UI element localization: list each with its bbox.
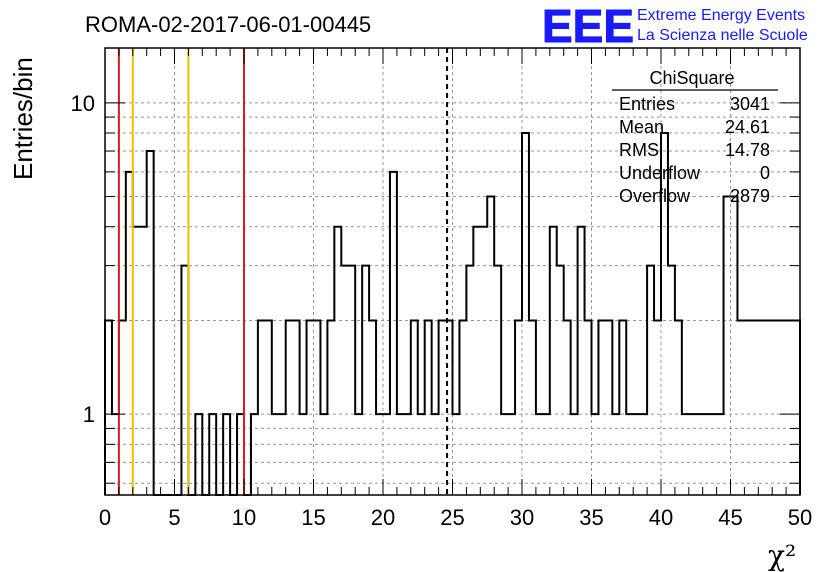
x-tick-label: 0 xyxy=(99,505,111,530)
stats-value: 2879 xyxy=(730,186,770,206)
x-tick-label: 50 xyxy=(788,505,812,530)
stats-label: Entries xyxy=(619,94,675,114)
stats-label: Underflow xyxy=(619,163,701,183)
eee-logo: EEE Extreme Energy Events La Scienza nel… xyxy=(542,0,808,53)
stats-label: Overflow xyxy=(619,186,691,206)
x-tick-label: 5 xyxy=(168,505,180,530)
logo-line1: Extreme Energy Events xyxy=(637,7,805,24)
x-tick-label: 35 xyxy=(579,505,603,530)
x-axis-label: χ² xyxy=(768,539,796,572)
stats-value: 24.61 xyxy=(725,117,770,137)
plot-area: 0 5 10 15 20 25 30 35 40 45 50 1 10 xyxy=(71,47,812,530)
stats-name: ChiSquare xyxy=(649,68,734,88)
x-tick-label: 40 xyxy=(649,505,673,530)
y-axis-label: Entries/bin xyxy=(8,57,38,180)
y-tick-label: 1 xyxy=(83,402,95,427)
x-tick-label: 10 xyxy=(232,505,256,530)
x-tick-label: 30 xyxy=(510,505,534,530)
stats-value: 14.78 xyxy=(725,140,770,160)
logo-mark: EEE xyxy=(542,0,634,52)
y-tick-label: 10 xyxy=(71,91,95,116)
x-tick-label: 45 xyxy=(718,505,742,530)
x-tick-label: 25 xyxy=(440,505,464,530)
chart-title: ROMA-02-2017-06-01-00445 xyxy=(85,12,371,37)
stats-rows: Entries 3041 Mean 24.61 RMS 14.78 Underflow 0 Ov… xyxy=(619,94,770,206)
stats-label: Mean xyxy=(619,117,664,137)
x-tick-label: 15 xyxy=(301,505,325,530)
stats-value: 0 xyxy=(760,163,770,183)
logo-line2: La Scienza nelle Scuole xyxy=(637,27,808,44)
stats-label: RMS xyxy=(619,140,659,160)
x-tick-label: 20 xyxy=(371,505,395,530)
stats-value: 3041 xyxy=(730,94,770,114)
histogram-line xyxy=(104,131,801,496)
stats-box: ChiSquare Entries 3041 Mean 24.61 RMS 14.78 Un… xyxy=(612,68,778,206)
